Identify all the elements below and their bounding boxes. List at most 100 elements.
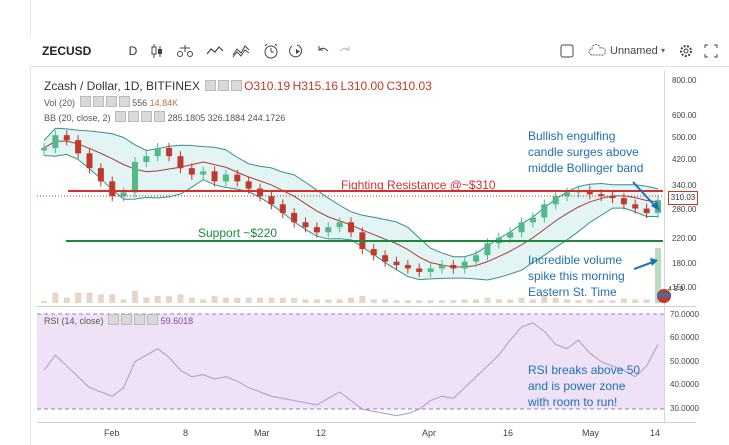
volume-bar (63, 297, 70, 303)
volume-bar (86, 292, 93, 303)
volume-bar (427, 300, 434, 303)
rsi-close-icon[interactable] (134, 314, 146, 325)
rsi-eye-icon[interactable] (108, 314, 120, 325)
candle-body (541, 204, 548, 218)
vol-eye-icon[interactable] (79, 96, 91, 107)
candle-body (109, 181, 116, 197)
price-tick: 180.00 (672, 259, 697, 268)
time-label: Apr (422, 428, 437, 438)
line-chart-icon[interactable] (206, 36, 226, 66)
volume-bar (609, 300, 616, 303)
volume-bar (461, 299, 468, 303)
rsi-band (37, 314, 664, 409)
cloud-icon[interactable] (588, 36, 608, 66)
flag-stripe (657, 293, 671, 297)
volume-bar (279, 297, 286, 303)
annotation-line: Eastern St. Time (528, 285, 617, 299)
vol-settings-icon[interactable] (92, 96, 104, 107)
candle-body (609, 196, 616, 199)
annotation-line: Bullish engulfing (528, 129, 616, 143)
volume-bar (245, 297, 252, 303)
rsi-tick: 50.0000 (670, 357, 699, 366)
candle-body (382, 255, 389, 262)
bb-close-icon[interactable] (141, 111, 153, 122)
bb-more-icon[interactable] (154, 111, 166, 122)
volume-bar (393, 300, 400, 303)
expand-icon[interactable] (704, 36, 722, 66)
candle-body (336, 222, 343, 228)
time-label: Mar (254, 428, 270, 438)
alert-clock-icon[interactable] (262, 36, 282, 66)
legend-close-icon[interactable] (230, 80, 242, 91)
rsi-legend: RSI (14, close) 59.6018 (44, 314, 193, 326)
gear-icon[interactable] (678, 36, 696, 66)
rsi-tick: 60.0000 (670, 333, 699, 342)
candle-body (416, 268, 423, 272)
bb-eye-icon[interactable] (115, 111, 127, 122)
bb-lower-line (43, 153, 659, 281)
replay-icon[interactable] (288, 36, 308, 66)
rsi-tick: 30.0000 (670, 404, 699, 413)
candle-body (393, 261, 400, 265)
chart-title-row: Zcash / Dollar, 1D, BITFINEX O310.19 H31… (44, 79, 432, 93)
rsi-settings-icon[interactable] (121, 314, 133, 325)
legend-gear-icon[interactable] (217, 80, 229, 91)
candle-body (620, 198, 627, 205)
volume-bar (438, 300, 445, 303)
bb-basis-value: 285.1805 (167, 113, 206, 123)
compare-icon[interactable] (176, 36, 196, 66)
candle-body (404, 264, 411, 269)
vol-close-icon[interactable] (105, 96, 117, 107)
candle-body (507, 232, 514, 238)
volume-bar (564, 299, 571, 303)
interval-button[interactable]: D (128, 44, 138, 58)
volume-bar (211, 296, 218, 303)
time-label: 16 (503, 428, 514, 438)
candle-body (438, 264, 445, 269)
candle-body (268, 196, 275, 205)
volume-value-2: 14.84K (149, 98, 179, 108)
volume-bar (336, 299, 343, 303)
current-price-tag: 310.03 (668, 191, 698, 205)
legend-eye-icon[interactable] (204, 80, 216, 91)
resistance-annotation: Fighting Resistance @~$310 (341, 178, 496, 192)
candles-icon[interactable] (150, 36, 168, 66)
chevron-down-icon[interactable]: ▾ (660, 46, 665, 55)
candle-body (302, 222, 309, 228)
volume-value-1: 556 (132, 98, 148, 108)
volume-bar (382, 299, 389, 303)
candle-body (313, 227, 320, 233)
symbol-search-button[interactable]: ZECUSD (42, 44, 92, 58)
indicators-icon[interactable] (232, 36, 252, 66)
undo-icon[interactable] (316, 36, 332, 66)
vol-more-icon[interactable] (118, 96, 130, 107)
volume-bar (655, 248, 661, 303)
candle-body (291, 212, 298, 223)
volume-bar (586, 299, 593, 303)
volume-bar (507, 299, 514, 303)
layout-name-label[interactable]: Unnamed (610, 45, 658, 57)
redo-icon[interactable] (338, 36, 354, 66)
volume-bar (302, 299, 309, 303)
annotation-line: and is power zone (528, 379, 626, 393)
bullish-arrow (632, 181, 657, 208)
price-tick: 600.00 (672, 111, 697, 120)
candle-body (484, 243, 491, 256)
candle-body (529, 217, 536, 223)
candle-body (552, 196, 559, 205)
candle-body (120, 192, 127, 197)
volume-bar (416, 300, 423, 303)
fullscreen-square-icon[interactable] (560, 36, 578, 66)
volume-bar (97, 294, 104, 303)
volume-bar (177, 294, 184, 303)
volume-bar (518, 297, 525, 303)
volume-bar (575, 300, 582, 303)
volume-bar (291, 297, 298, 303)
volume-bar (598, 300, 605, 303)
volume-bar (620, 298, 627, 303)
candle-body (234, 174, 241, 182)
bb-lower-value: 244.1726 (247, 113, 286, 123)
bb-settings-icon[interactable] (128, 111, 140, 122)
rsi-more-icon[interactable] (147, 314, 159, 325)
